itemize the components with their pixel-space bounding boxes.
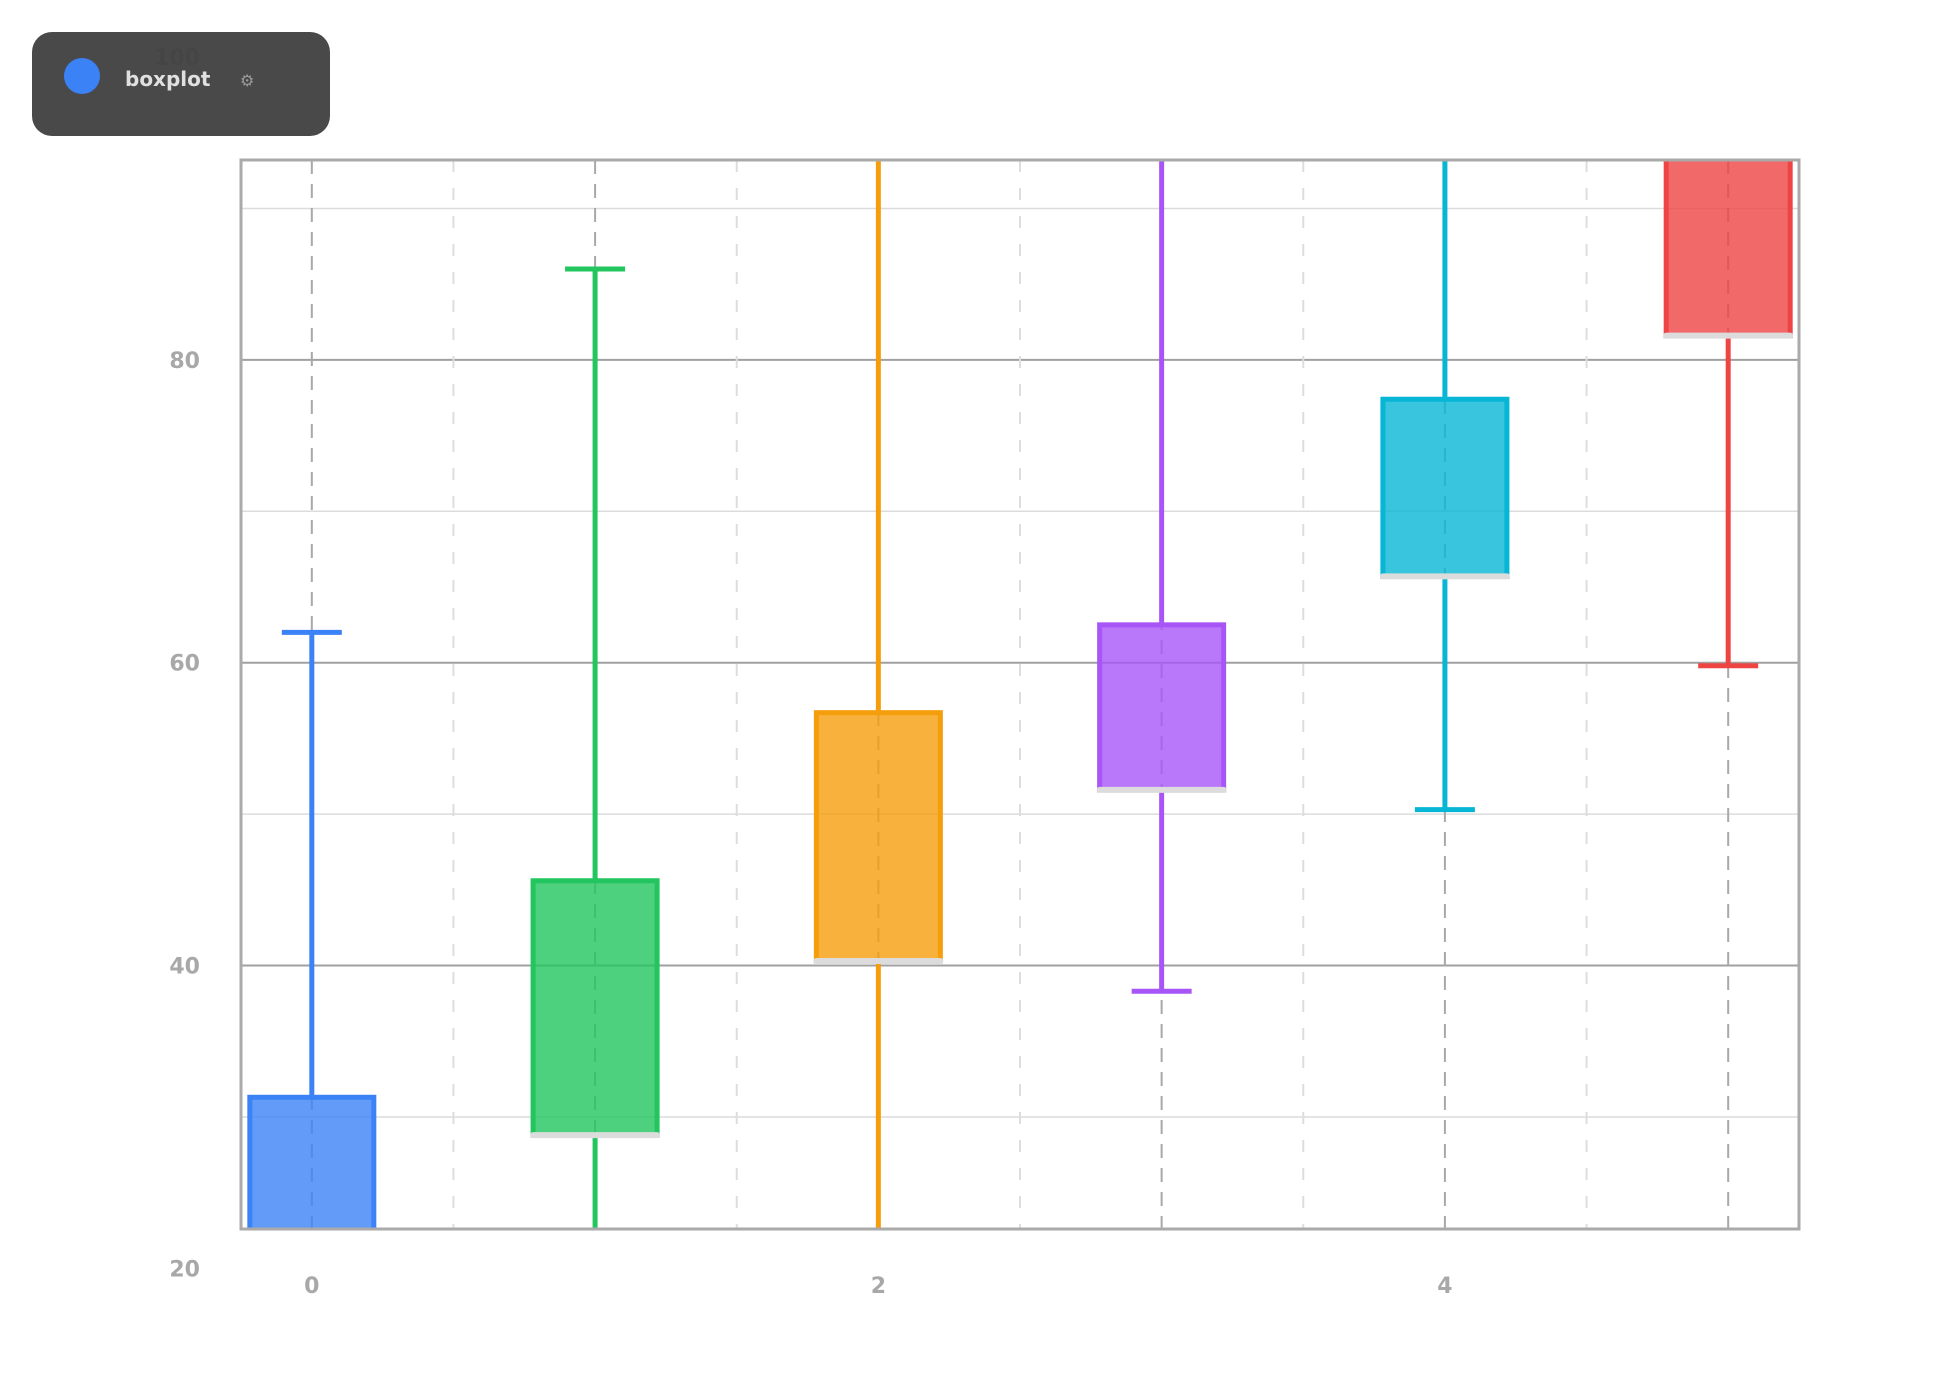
x-tick-label: 2 [871,1274,886,1299]
legend-color-swatch [64,58,100,94]
legend-label: boxplot [125,67,211,91]
boxes [247,160,1794,1229]
y-tick-label: 20 [169,1257,200,1282]
box-body [247,1094,377,1229]
box-0 [247,629,377,1229]
y-tick-label: 80 [169,349,200,374]
legend-background [32,32,330,136]
y-tick-label: 40 [169,955,200,980]
box-3 [1096,160,1227,994]
box-body [813,710,943,964]
box-4 [1379,160,1510,813]
box-2 [813,160,944,1229]
grid [241,160,1799,1229]
box-body [1663,160,1793,339]
box-body [1380,396,1510,579]
y-tick-label: 60 [169,652,200,677]
box-1 [530,266,661,1229]
box-body [530,878,660,1138]
box-5 [1663,160,1794,669]
box-body [1097,622,1227,793]
x-tick-label: 4 [1437,1274,1452,1299]
x-tick-label: 0 [304,1274,319,1299]
plot-frame [239,158,1801,1231]
legend[interactable]: boxplot ⚙ [32,32,330,136]
gear-icon[interactable]: ⚙ [240,71,254,90]
